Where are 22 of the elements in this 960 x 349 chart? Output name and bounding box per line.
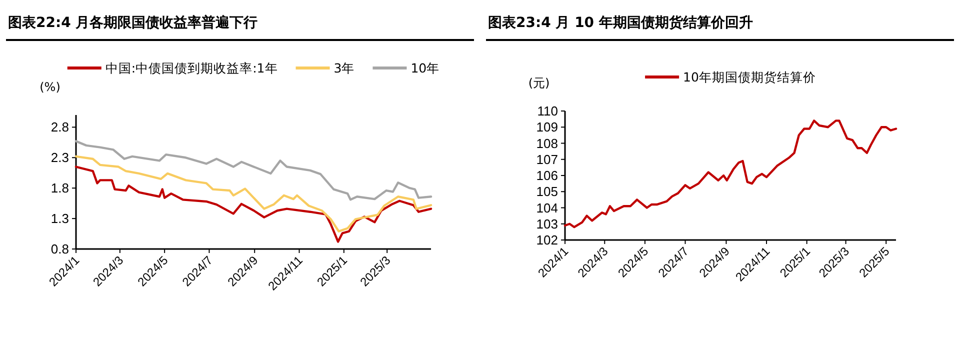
y-tick-label: 1.8: [50, 180, 69, 196]
legend-label: 10年: [410, 60, 440, 76]
y-tick-label: 110: [537, 104, 558, 118]
legend-label: 3年: [334, 60, 355, 76]
y-tick-label: 108: [536, 136, 558, 151]
y-tick-label: 103: [536, 216, 558, 232]
y-tick-label: 0.8: [50, 242, 69, 256]
y-tick-label: 109: [536, 120, 558, 135]
legend-label: 10年期国债期货结算价: [683, 70, 816, 84]
y-tick-label: 2.8: [50, 120, 69, 135]
y-tick-label: 1.3: [50, 211, 69, 226]
y-tick-label: 2.3: [50, 150, 69, 166]
y-axis-title: (元): [528, 76, 550, 90]
chart-title: 图表23:4 月 10 年期国债期货结算价回升: [488, 14, 753, 31]
chart-title: 图表22:4 月各期限国债收益率普遍下行: [8, 14, 258, 31]
y-tick-label: 106: [536, 168, 558, 183]
y-tick-label: 105: [536, 184, 558, 200]
y-axis-title: (%): [40, 80, 60, 94]
y-tick-label: 107: [536, 152, 558, 167]
legend-label: 中国:中债国债到期收益率:1年: [105, 60, 278, 76]
y-tick-label: 104: [536, 200, 558, 216]
y-tick-label: 102: [536, 232, 558, 248]
